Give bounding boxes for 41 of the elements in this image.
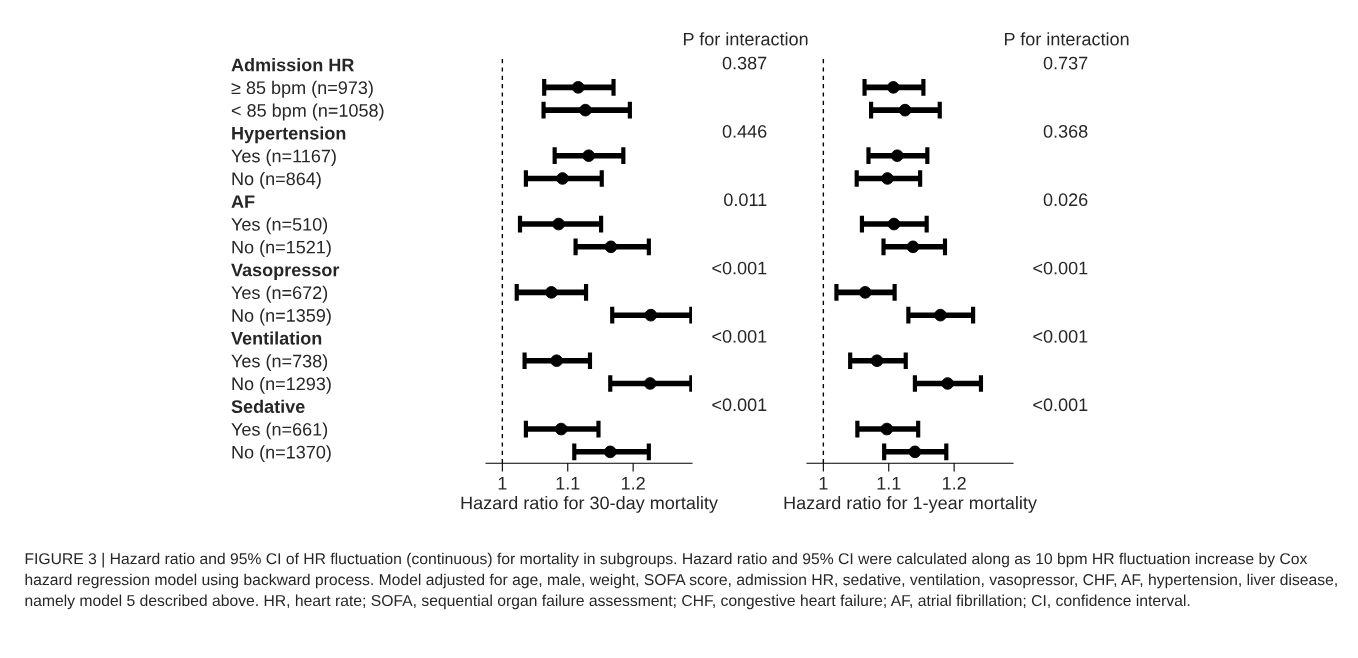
y-tick-label: No (n=864) <box>232 171 321 189</box>
y-tick-label: No (n=1521) <box>232 240 331 258</box>
text: <0.001 <box>1033 330 1088 343</box>
y-tick-label: Yes (n=672) <box>231 285 328 303</box>
text: 0.387 <box>722 56 767 70</box>
text: <0.001 <box>712 261 767 275</box>
y-tick-label: No (n=1293) <box>232 376 331 394</box>
x-tick-label: 1.1 <box>556 477 580 490</box>
text: 0.446 <box>722 124 767 138</box>
text: <0.001 <box>712 398 767 412</box>
annotation: P for interaction <box>1004 32 1129 46</box>
annotation: P for interaction <box>683 32 808 46</box>
text: 0.026 <box>1043 193 1088 207</box>
text: 0.737 <box>1043 56 1088 70</box>
text: 0.011 <box>724 193 767 207</box>
y-tick-label: Yes (n=661) <box>231 422 328 440</box>
y-tick-label: ≥ 85 bpm (n=973) <box>231 80 373 98</box>
x-axis-title: Hazard ratio for 30-day mortality <box>461 496 718 513</box>
y-tick-label: Yes (n=510) <box>231 217 328 235</box>
caption: FIGURE 3 | Hazard ratio and 95% CI of HR fluctuation (continuous) for mortality in subgroups. Hazard ratio and 95% CI were calculated along as 10 bpm HR fluctuation increase by Cox hazard regression model using backward process. Model adjusted for age, male, weight, SOFA score, admission HR, sedative, ventilation, vasopressor, CHF, AF, hypertension, liver disease, namely model 5 described above. HR, heart rate; SOFA, sequential organ failure assessment; CHF, congestive heart failure; AF, atrial fibrillation; CI, confidence interval. <box>25 552 1337 610</box>
y-tick-label: Ventilation <box>231 331 322 345</box>
y-tick-label: AF <box>231 195 255 208</box>
text: <0.001 <box>1033 398 1088 412</box>
x-tick-label: 1.2 <box>942 476 966 490</box>
x-tick-label: 1.2 <box>621 476 645 490</box>
y-tick-label: Vasopressor <box>231 263 340 280</box>
x-tick-label: 1 <box>498 477 507 490</box>
y-tick-label: No (n=1370) <box>232 445 331 463</box>
x-axis-title: Hazard ratio for 1-year mortality <box>784 496 1037 513</box>
y-tick-label: Hypertension <box>232 126 346 144</box>
y-tick-label: Yes (n=1167) <box>231 149 336 166</box>
y-tick-label: Sedative <box>231 399 305 413</box>
y-tick-label: < 85 bpm (n=1058) <box>231 103 384 121</box>
text: <0.001 <box>1033 261 1088 275</box>
y-tick-label: Admission HR <box>231 58 355 72</box>
text: 0.368 <box>1043 124 1088 138</box>
y-tick-label: No (n=1359) <box>232 308 331 326</box>
x-tick-label: 1 <box>819 477 828 490</box>
y-tick-label: Yes (n=738) <box>231 354 328 371</box>
x-tick-label: 1.1 <box>877 477 901 490</box>
text: <0.001 <box>712 330 767 343</box>
